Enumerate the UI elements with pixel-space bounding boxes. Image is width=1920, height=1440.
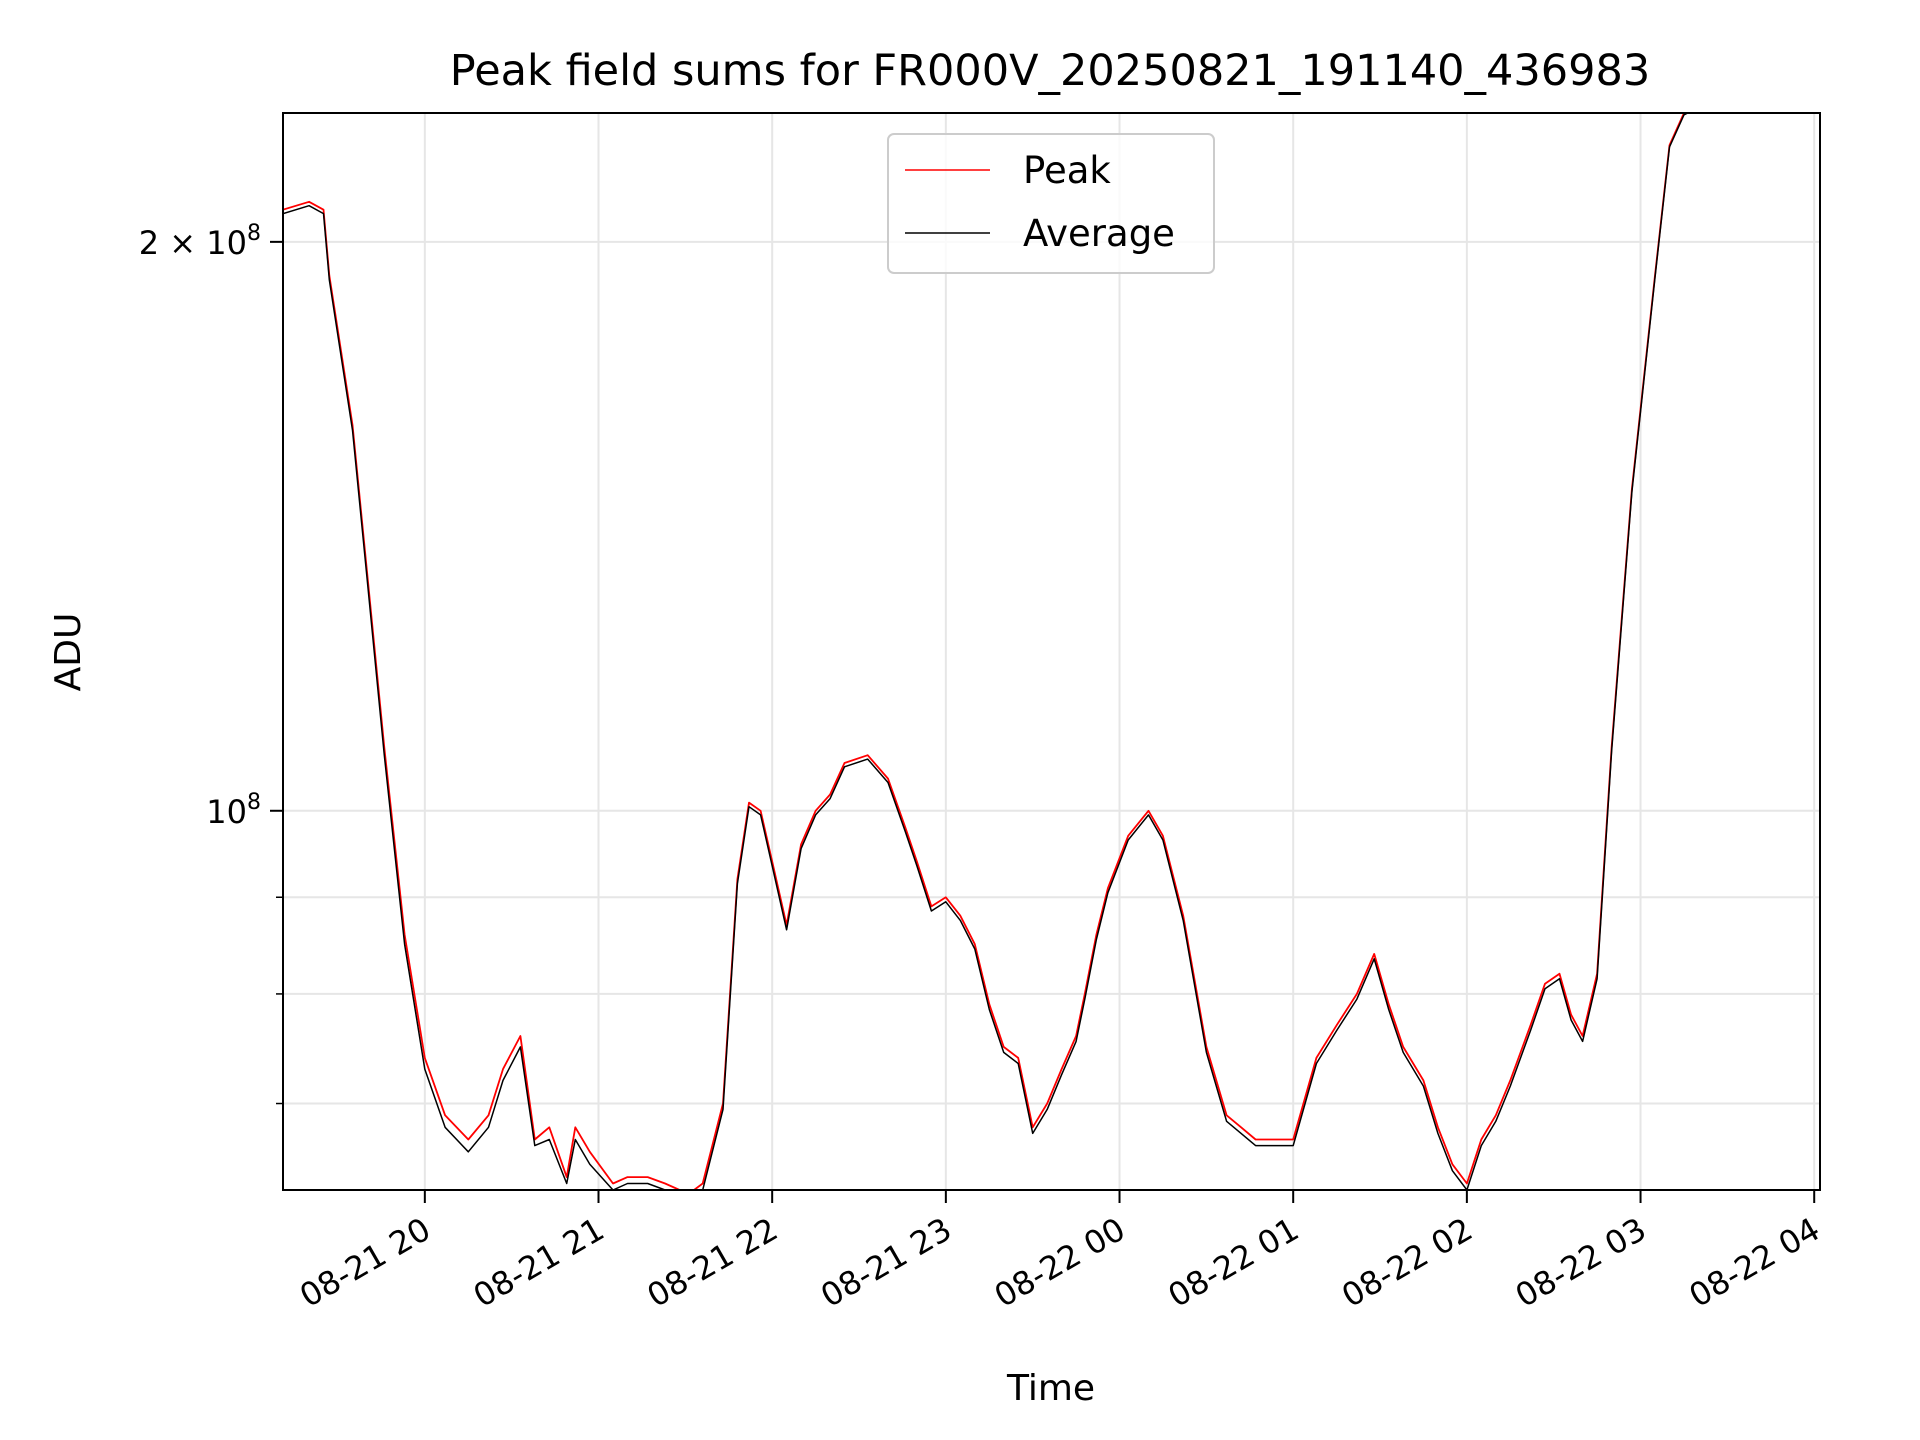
series-line-peak — [283, 113, 1687, 1190]
series-line-average — [283, 113, 1690, 1190]
x-axis-label: Time — [1006, 1368, 1095, 1409]
y-tick-label: 108 — [206, 790, 261, 831]
chart-title: Peak field sums for FR000V_20250821_1911… — [450, 46, 1650, 96]
legend-label-peak: Peak — [1023, 149, 1111, 192]
legend-box — [887, 133, 1215, 274]
plot-frame — [282, 112, 1821, 1191]
legend: Peak Average — [887, 133, 1215, 274]
y-tick-label: 2 × 108 — [139, 221, 261, 262]
y-axis-label: ADU — [48, 613, 89, 692]
series-layer — [283, 113, 1690, 1190]
legend-label-average: Average — [1023, 212, 1175, 255]
y-axis-ticks: 2 × 108 108 — [139, 221, 283, 1105]
